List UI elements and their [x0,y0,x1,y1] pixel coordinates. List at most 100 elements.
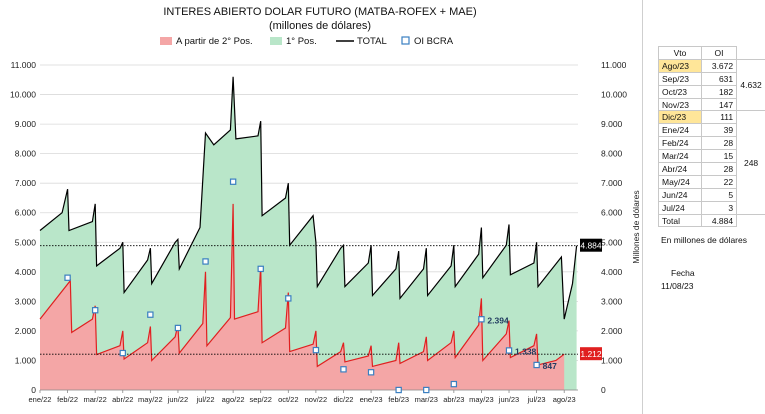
total-end-box [580,238,602,252]
table-header-row: Vto OI [658,46,765,60]
cell-vto: Ene/24 [658,123,702,138]
chart-subtitle: (millones de dólares) [268,20,372,32]
y-tick-label-left: 8.000 [15,149,37,159]
legend-label-total: TOTAL [357,36,387,47]
total-value: 4.884 [700,213,738,228]
chart-area: INTERES ABIERTO DOLAR FUTURO (MATBA-ROFE… [10,6,640,404]
oi-bcra-point [478,316,485,323]
oi-bcra-point [119,349,126,357]
y-axis-label-right: Millones de dólares [631,190,640,263]
cell-vto: Oct/23 [658,84,702,99]
x-tick-label: may/23 [469,395,494,404]
legend-swatch-2pos [160,37,172,45]
x-tick-label: abr/22 [112,395,133,404]
line-2pos [39,203,565,368]
cell-oi: 15 [700,149,738,164]
legend-swatch-oi [401,36,410,45]
legend-label-1pos: 1° Pos. [286,36,317,47]
oi-bcra-point [174,324,182,332]
oi-bcra-point [533,361,540,369]
y-tick-label-right: 3.000 [601,296,623,306]
cell-oi: 147 [700,97,738,112]
legend-label-oi: OI BCRA [414,36,454,47]
cell-vto: Jul/24 [658,200,702,215]
x-tick-label: feb/23 [388,395,409,404]
x-tick-label: ene/22 [29,395,52,404]
x-tick-label: ago/22 [222,395,245,404]
group-sum-near: 4.632 [736,58,765,112]
y-tick-label-left: 7.000 [15,178,37,188]
table-row: Ago/23 3.672 4.632 [658,58,765,112]
x-tick-label: sep/22 [249,395,272,404]
line-total [39,76,578,320]
cell-vto: Nov/23 [658,97,702,112]
x-tick-label: jun/23 [498,395,519,404]
x-tick-label: feb/22 [57,395,78,404]
table-total-row: Total 4.884 [658,213,765,228]
cell-oi: 5 [700,187,738,202]
x-tick-label: jun/22 [167,395,188,404]
total-spacer [737,214,765,227]
y-tick-label-right: 11.000 [601,60,627,70]
legend-label-2pos: A partir de 2° Pos. [176,36,253,47]
cell-oi: 28 [700,136,738,151]
y-tick-label-left: 11.000 [11,60,37,70]
group-sum-far: 248 [736,110,765,215]
y-tick-label-left: 4.000 [15,267,37,277]
oi-table-body: Ago/23 3.672 4.632 Sep/23 631 Oct/23 182 Nov/23… [658,58,765,228]
oi-bcra-point [64,274,71,281]
table-row: Jun/24 5 [658,187,765,202]
table-row: Sep/23 631 [658,71,765,86]
oi-label-may23: 2.394 [487,315,509,325]
table-row: Nov/23 147 [658,97,765,112]
oi-bcra-point [202,258,209,265]
y-tick-label-left: 9.000 [15,119,37,129]
chart-title: INTERES ABIERTO DOLAR FUTURO (MATBA-ROFE… [163,6,477,18]
cell-vto: Sep/23 [658,71,702,86]
cell-vto: Jun/24 [658,187,702,202]
lower-end-box [580,347,602,361]
x-tick-label: ene/23 [360,395,383,404]
cell-oi: 182 [700,84,738,99]
x-tick-label: may/22 [138,395,163,404]
cell-vto: Feb/24 [658,136,702,151]
y-tick-label-right: 9.000 [601,119,623,129]
x-tick-label: dic/22 [333,395,353,404]
y-tick-label-right: 1.000 [601,355,623,365]
oi-bcra-point [147,311,154,318]
oi-bcra-point [285,295,292,302]
cell-oi: 39 [700,123,738,138]
y-tick-label-left: 0 [31,385,36,395]
cell-oi: 3 [700,200,738,215]
x-tick-label: jul/23 [527,395,546,404]
y-tick-label-left: 5.000 [15,237,37,247]
oi-bcra-point [423,386,430,394]
y-tick-label-right: 0 [601,385,606,395]
table-row: Dic/23 111 248 [658,110,765,215]
table-row: Ene/24 39 [658,123,765,138]
y-tick-label-left: 1.000 [15,355,37,365]
cell-oi: 111 [700,110,738,125]
oi-bcra-point [395,386,402,394]
y-tick-label-left: 2.000 [15,326,37,336]
oi-bcra-point [229,178,237,185]
y-tick-label-right: 6.000 [601,208,623,218]
oi-table: Vto OI Ago/23 3.672 4.632 Sep/23 631 Oct/23 18… [658,46,765,228]
oi-bcra-point [367,369,375,376]
y-tick-label-left: 3.000 [15,296,37,306]
oi-bcra-point [450,380,458,388]
cell-oi: 3.672 [700,58,738,73]
legend-swatch-1pos [270,37,282,45]
oi-bcra-point [312,346,320,354]
x-tick-label: abr/23 [443,395,464,404]
chart-svg: 0 0 1.000 1.000 2.000 2.000 3.000 3.000 4.000 4.0… [10,36,640,404]
cell-oi: 631 [700,71,738,86]
x-tick-label: mar/23 [415,395,438,404]
y-tick-label-left: 10.000 [10,90,36,100]
lower-end-label: 1.212 [580,349,602,359]
area-1pos [40,76,577,391]
oi-bcra-point [340,366,347,373]
oi-label-jun23: 1.338 [515,346,537,356]
x-tick-label: oct/22 [278,395,298,404]
cell-vto: Mar/24 [658,149,702,164]
